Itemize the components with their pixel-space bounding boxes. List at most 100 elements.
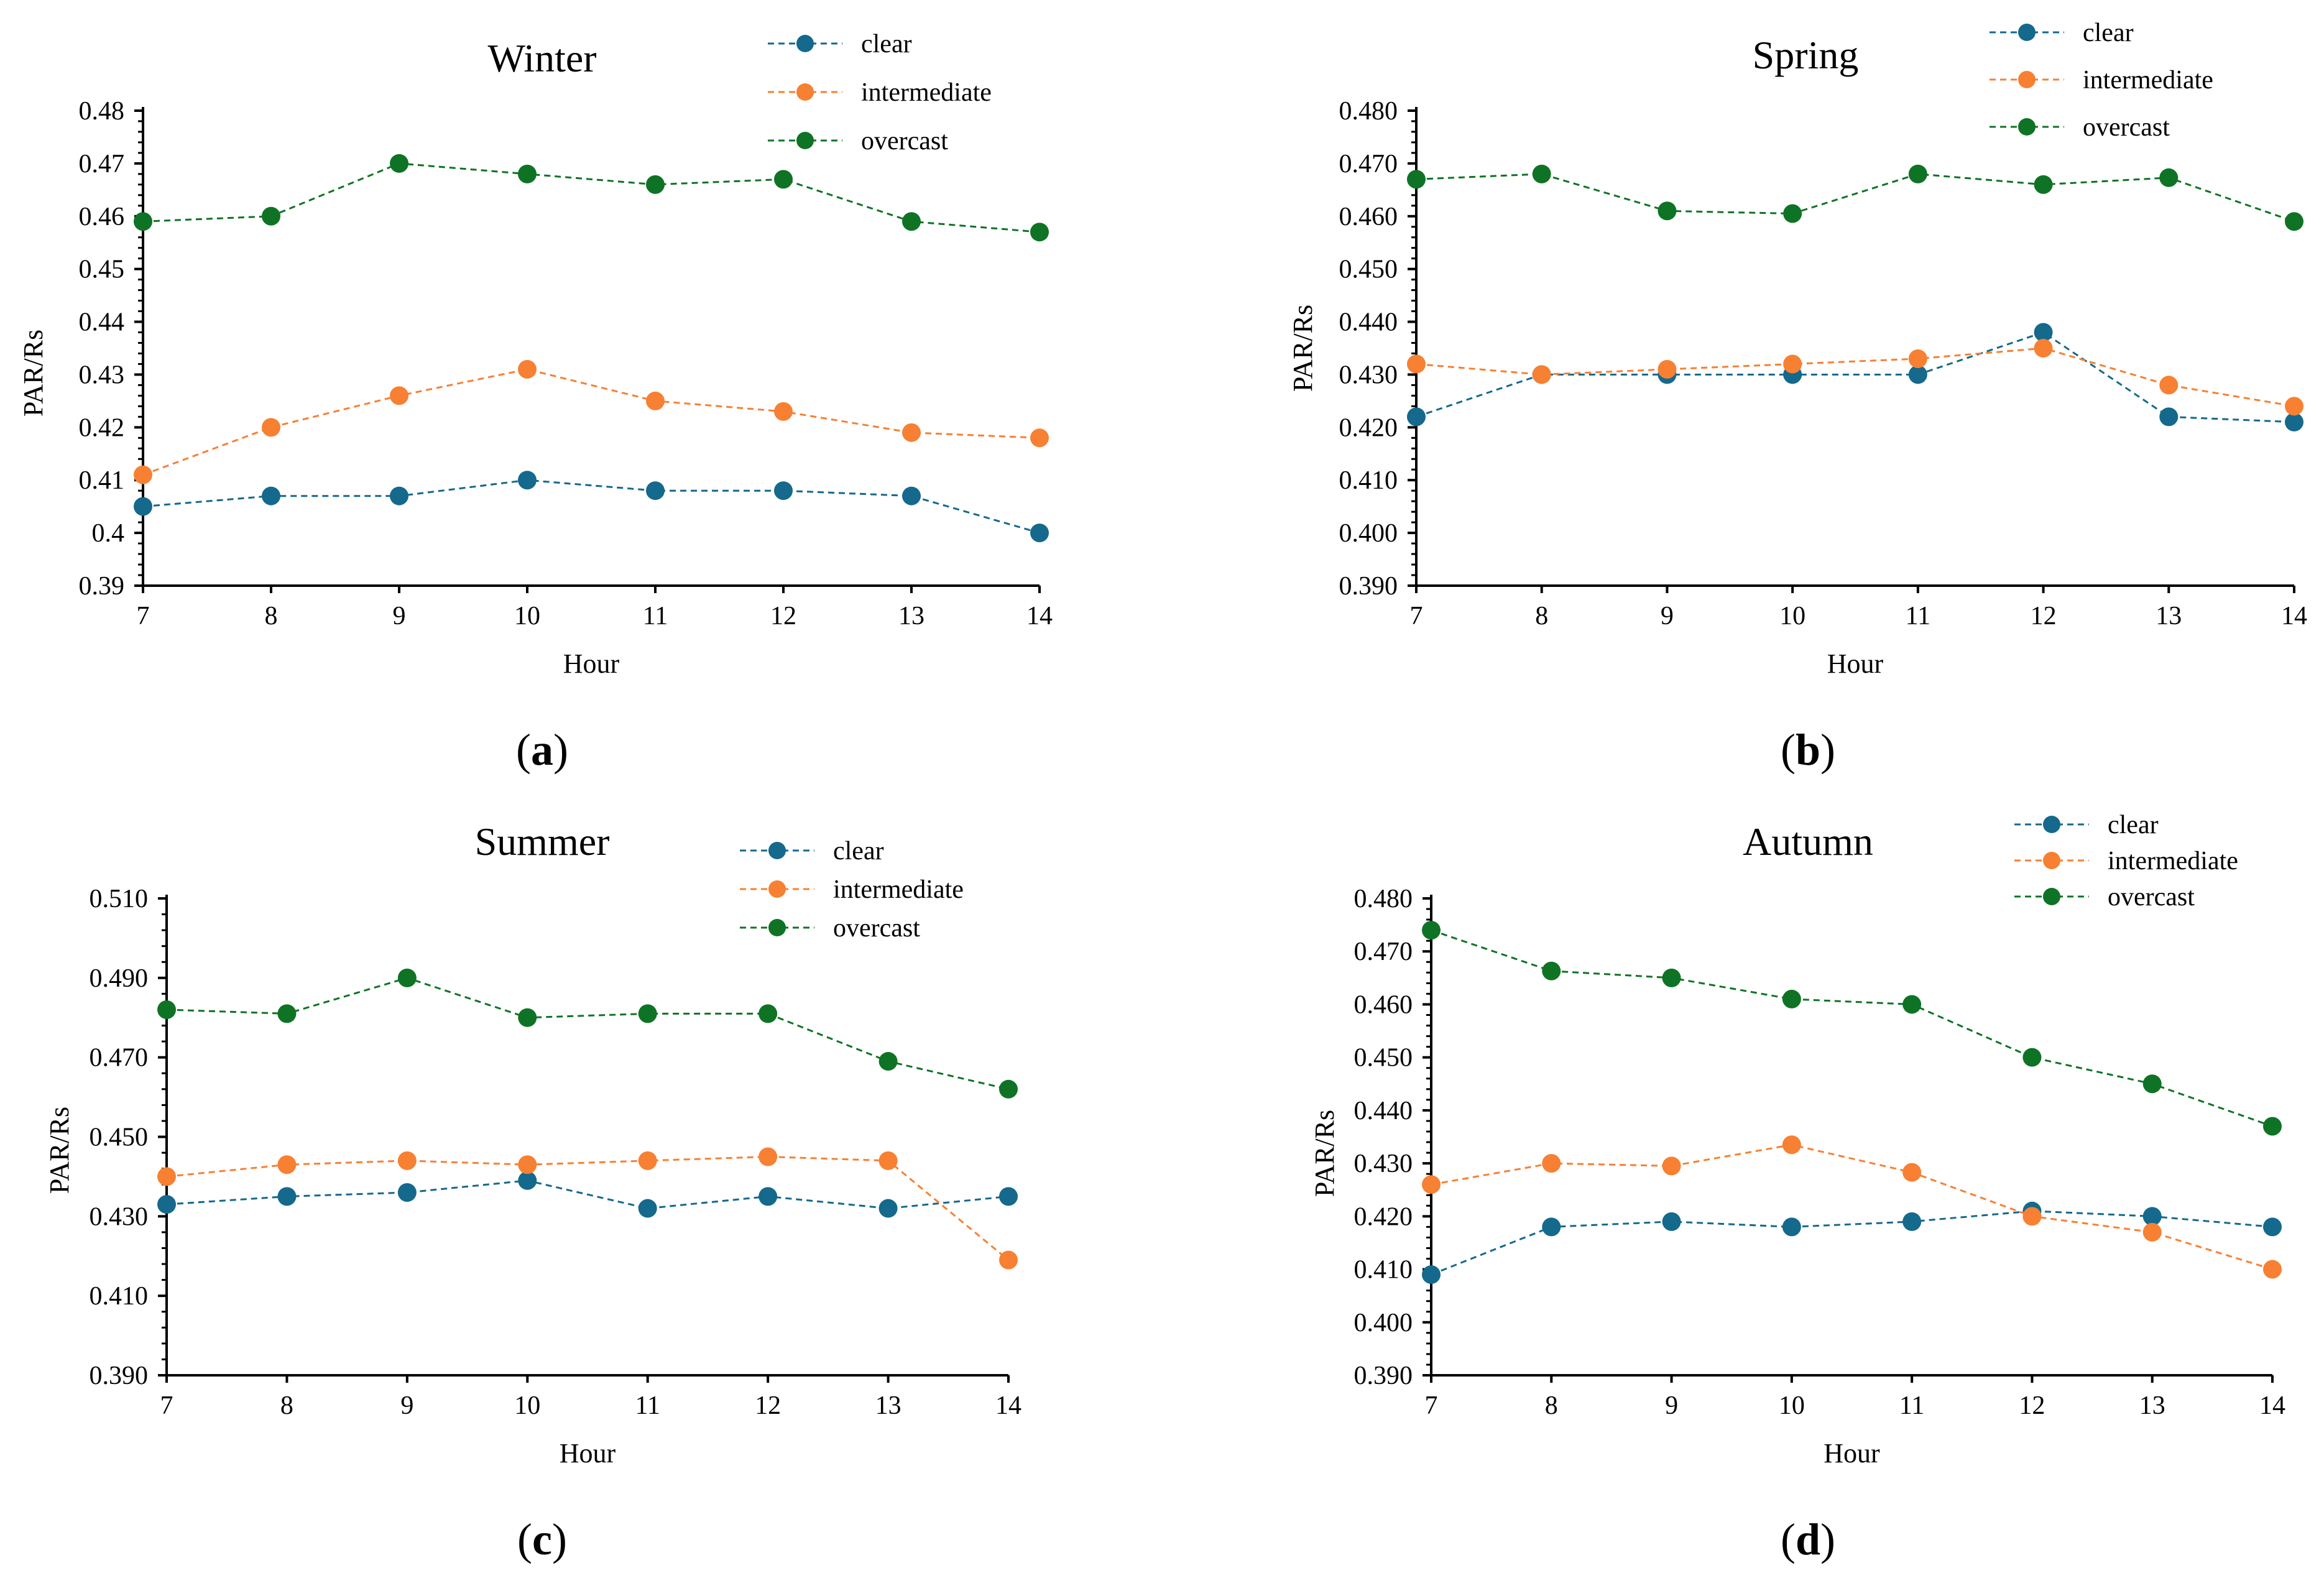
x-tick-label: 12 xyxy=(770,602,796,630)
x-tick-label: 12 xyxy=(755,1391,781,1420)
legend-marker-overcast xyxy=(796,132,814,149)
data-point-intermediate xyxy=(774,402,793,421)
data-point-overcast xyxy=(1532,164,1551,183)
panel-caption-letter: b xyxy=(1796,725,1820,775)
x-tick-label: 14 xyxy=(2281,602,2307,630)
series-line-overcast xyxy=(142,162,1040,233)
panel-caption: (d) xyxy=(1781,1515,1835,1564)
data-point-overcast xyxy=(1902,995,1922,1014)
data-point-overcast xyxy=(390,154,408,173)
y-tick-label: 0.440 xyxy=(1339,308,1398,337)
series-line-clear xyxy=(1431,1210,2273,1276)
series-line-overcast xyxy=(1416,173,2295,223)
data-point-overcast xyxy=(2263,1117,2282,1136)
x-tick-label: 8 xyxy=(1535,602,1548,630)
x-tick-label: 9 xyxy=(1661,602,1674,630)
x-axis-label: Hour xyxy=(560,1438,616,1469)
y-tick-label: 0.45 xyxy=(79,256,125,284)
x-tick-label: 11 xyxy=(643,602,668,630)
legend-label-overcast: overcast xyxy=(833,914,920,943)
x-tick-label: 10 xyxy=(514,1391,540,1420)
data-point-overcast xyxy=(646,175,665,194)
data-point-overcast xyxy=(2159,168,2179,187)
data-point-overcast xyxy=(262,206,280,226)
y-tick-label: 0.440 xyxy=(1354,1097,1413,1125)
data-point-overcast xyxy=(518,1008,537,1027)
chart-panel-b: Spring 0.390 0.400 0.410 0.420 0.430 0.440 0.45… xyxy=(1288,19,2307,775)
data-point-intermediate xyxy=(646,391,665,410)
data-point-overcast xyxy=(999,1079,1018,1099)
panel-caption: (c) xyxy=(517,1515,567,1564)
data-point-overcast xyxy=(2142,1074,2162,1094)
data-point-overcast xyxy=(1030,223,1049,242)
data-point-overcast xyxy=(1908,164,1927,183)
data-point-intermediate xyxy=(1542,1154,1561,1173)
data-point-clear xyxy=(2159,407,2179,427)
y-tick-label: 0.470 xyxy=(1354,938,1413,966)
legend-marker-clear xyxy=(2043,816,2060,833)
legend-marker-clear xyxy=(796,35,814,52)
series-line-overcast xyxy=(166,977,1009,1091)
panel-caption: (a) xyxy=(516,725,568,775)
legend-marker-intermediate xyxy=(2018,71,2036,88)
data-point-overcast xyxy=(774,170,793,189)
legend-label-overcast: overcast xyxy=(2083,113,2170,142)
chart-panel-c: Summer 0.390 0.410 0.430 0.450 0.470 0.490 0.51… xyxy=(44,819,1021,1564)
y-tick-label: 0.41 xyxy=(79,466,125,495)
series-line-clear xyxy=(166,1179,1009,1210)
data-point-clear xyxy=(1542,1217,1561,1237)
data-point-intermediate xyxy=(2022,1207,2042,1226)
x-tick-label: 9 xyxy=(393,602,406,630)
y-tick-label: 0.430 xyxy=(90,1202,149,1231)
legend-label-intermediate: intermediate xyxy=(2108,847,2238,875)
y-tick-label: 0.430 xyxy=(1339,361,1398,389)
data-point-intermediate xyxy=(759,1147,778,1166)
x-tick-label: 10 xyxy=(1779,602,1805,630)
x-tick-label: 7 xyxy=(160,1391,173,1420)
data-point-intermediate xyxy=(1662,1156,1681,1176)
data-point-clear xyxy=(157,1195,176,1214)
x-tick-label: 10 xyxy=(1779,1391,1805,1420)
y-axis-label: PAR/Rs xyxy=(1309,1110,1340,1197)
chart-panel-a: Winter 0.39 0.4 0.41 0.42 0.43 0.44 0.45 0.46 0.4… xyxy=(18,30,1053,775)
data-point-intermediate xyxy=(277,1155,297,1174)
chart-title: Winter xyxy=(487,36,596,80)
x-tick-label: 13 xyxy=(875,1391,901,1420)
data-point-clear xyxy=(262,486,280,505)
y-tick-label: 0.470 xyxy=(1339,150,1398,178)
legend-label-overcast: overcast xyxy=(2108,883,2195,911)
data-point-intermediate xyxy=(262,418,280,437)
legend-label-intermediate: intermediate xyxy=(861,78,992,107)
data-point-intermediate xyxy=(1908,349,1927,368)
data-point-clear xyxy=(134,497,152,516)
data-point-clear xyxy=(2142,1207,2162,1226)
legend-label-clear: clear xyxy=(2083,19,2134,47)
x-tick-label: 14 xyxy=(2259,1391,2285,1420)
data-point-intermediate xyxy=(2263,1260,2282,1279)
data-point-clear xyxy=(1782,1217,1801,1237)
data-point-clear xyxy=(277,1187,297,1206)
data-point-clear xyxy=(1662,1212,1681,1231)
data-point-intermediate xyxy=(134,465,152,484)
x-tick-label: 11 xyxy=(1906,602,1930,630)
data-point-intermediate xyxy=(518,1155,537,1174)
y-tick-label: 0.490 xyxy=(90,964,149,993)
y-tick-label: 0.46 xyxy=(79,203,125,231)
panel-caption-letter: d xyxy=(1796,1515,1820,1564)
y-tick-label: 0.48 xyxy=(79,97,125,126)
y-tick-label: 0.410 xyxy=(1339,466,1398,495)
y-tick-label: 0.47 xyxy=(79,150,125,178)
x-tick-label: 8 xyxy=(265,602,278,630)
series-line-intermediate xyxy=(142,368,1040,476)
panel-caption-letter: c xyxy=(532,1515,552,1564)
data-point-overcast xyxy=(277,1004,297,1023)
y-tick-label: 0.480 xyxy=(1354,885,1413,913)
data-point-overcast xyxy=(759,1004,778,1023)
series-line-intermediate xyxy=(166,1155,1009,1261)
legend-marker-overcast xyxy=(2018,118,2036,136)
panel-caption: (b) xyxy=(1781,725,1835,775)
y-tick-label: 0.400 xyxy=(1354,1309,1413,1337)
data-point-intermediate xyxy=(878,1151,898,1170)
data-point-intermediate xyxy=(397,1151,417,1170)
y-tick-label: 0.39 xyxy=(79,572,125,601)
